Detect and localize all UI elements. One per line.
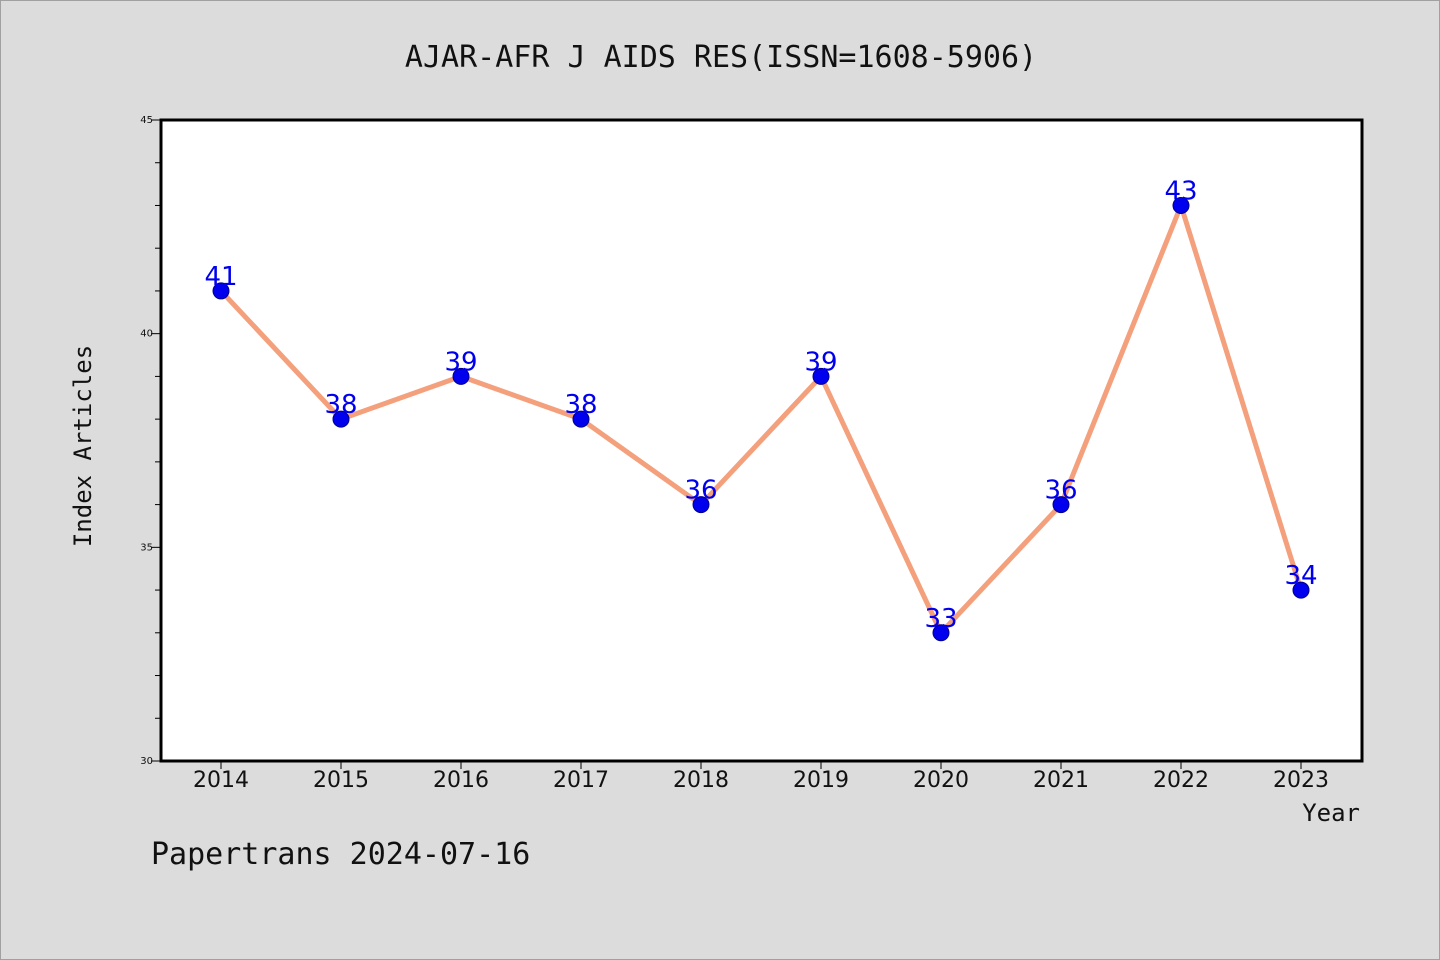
data-label: 36 [1044, 476, 1077, 506]
data-label: 39 [804, 347, 837, 377]
x-tick-label: 2023 [1273, 768, 1329, 793]
x-axis: 2014 2015 2016 2017 2018 2019 2020 2021 2022 2023 [193, 761, 1329, 793]
x-tick-label: 2021 [1033, 768, 1089, 793]
chart-title: AJAR-AFR J AIDS RES(ISSN=1608-5906) [405, 40, 1037, 75]
x-tick-label: 2018 [673, 768, 729, 793]
data-label: 41 [204, 262, 237, 292]
x-tick-label: 2022 [1153, 768, 1209, 793]
x-tick-label: 2019 [793, 768, 849, 793]
data-label: 33 [924, 604, 957, 634]
x-tick-label: 2016 [433, 768, 489, 793]
y-tick-label: 40 [140, 329, 153, 340]
data-label: 34 [1284, 561, 1317, 591]
data-label: 38 [324, 390, 357, 420]
x-tick-label: 2017 [553, 768, 609, 793]
y-axis: 30 35 40 45 [140, 115, 161, 767]
y-tick-label: 45 [140, 115, 153, 126]
x-tick-label: 2020 [913, 768, 969, 793]
x-tick-label: 2015 [313, 768, 369, 793]
data-label: 38 [564, 390, 597, 420]
footer-watermark: Papertrans 2024-07-16 [151, 837, 530, 872]
x-tick-label: 2014 [193, 768, 249, 793]
x-axis-title: Year [1302, 799, 1360, 827]
data-label: 39 [444, 347, 477, 377]
y-tick-label: 35 [140, 542, 153, 553]
data-label: 43 [1164, 176, 1197, 206]
data-label: 36 [684, 476, 717, 506]
y-tick-label: 30 [140, 756, 153, 767]
y-axis-title: Index Articles [69, 345, 97, 547]
